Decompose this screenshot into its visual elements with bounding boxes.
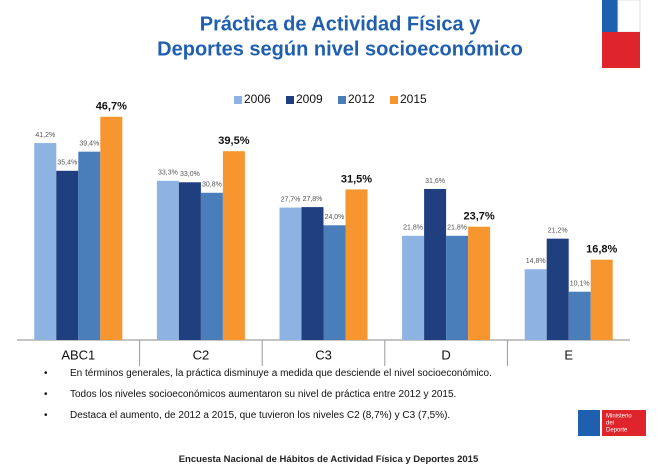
bar — [323, 225, 346, 340]
bar — [402, 235, 425, 340]
bar — [279, 207, 302, 340]
legend-swatch — [390, 96, 398, 104]
bar — [178, 182, 201, 340]
data-label: 21,8% — [403, 225, 423, 232]
note: Todos los niveles socioeconómicos aument… — [44, 389, 584, 400]
data-label: 39,4% — [79, 141, 99, 148]
data-label: 21,8% — [447, 225, 467, 232]
data-label: 14,8% — [526, 258, 546, 265]
bar — [200, 192, 223, 340]
bar — [301, 207, 324, 340]
data-label: 16,8% — [586, 244, 617, 256]
bar — [34, 143, 57, 340]
legend-label: 2006 — [244, 92, 271, 106]
legend-swatch — [338, 96, 346, 104]
data-label: 21,2% — [548, 228, 568, 235]
x-tick-label: E — [564, 347, 573, 362]
bar — [568, 291, 591, 340]
data-label: 23,7% — [463, 211, 494, 223]
note: Destaca el aumento, de 2012 a 2015, que … — [44, 410, 584, 421]
x-tick-label: D — [441, 347, 450, 362]
data-label: 35,4% — [57, 160, 77, 167]
flag-white — [617, 0, 641, 33]
footer: Encuesta Nacional de Hábitos de Activida… — [178, 454, 479, 465]
data-label: 33,3% — [158, 170, 178, 177]
bar — [524, 269, 547, 340]
data-label: 33,0% — [180, 171, 200, 178]
notes: En términos generales, la práctica dismi… — [44, 368, 584, 431]
legend-label: 2015 — [400, 92, 427, 106]
data-label: 27,8% — [303, 196, 323, 203]
data-label: 30,8% — [202, 182, 222, 189]
bar — [222, 151, 245, 340]
bar — [446, 235, 469, 340]
note: En términos generales, la práctica dismi… — [44, 368, 584, 379]
data-label: 24,0% — [325, 214, 345, 221]
data-label: 10,1% — [570, 281, 590, 288]
bar — [156, 180, 179, 340]
title-line: Deportes según nivel socioeconómico — [157, 38, 523, 60]
chart: Práctica de Actividad Física y Deportes … — [17, 0, 641, 366]
logo-text: Ministerio — [606, 414, 632, 420]
flag-blue — [602, 0, 618, 32]
flag-red — [602, 32, 640, 68]
x-tick-label: ABC1 — [61, 347, 95, 362]
logo-art: Ministerio del Deporte — [578, 410, 646, 436]
data-label: 46,7% — [96, 101, 127, 113]
logo: Ministerio del Deporte — [578, 408, 648, 438]
title-line: Práctica de Actividad Física y — [200, 13, 481, 35]
data-label: 31,5% — [341, 173, 372, 185]
legend-label: 2009 — [296, 92, 323, 106]
data-label: 41,2% — [35, 132, 55, 139]
logo-text: Deporte — [606, 428, 628, 434]
bar — [424, 188, 447, 340]
bar — [345, 189, 368, 340]
logo-box — [602, 410, 646, 436]
data-label: 27,7% — [281, 196, 301, 203]
bar — [56, 170, 79, 340]
bar — [590, 259, 613, 340]
bar — [100, 116, 123, 340]
data-label: 31,6% — [425, 178, 445, 185]
logo-mark — [578, 410, 600, 436]
data-label: 39,5% — [218, 135, 249, 147]
x-tick-label: C2 — [193, 347, 210, 362]
legend-label: 2012 — [348, 92, 375, 106]
legend-swatch — [286, 96, 294, 104]
bar — [546, 238, 569, 340]
bar — [78, 151, 101, 340]
logo-text: del — [606, 421, 614, 427]
bar — [468, 226, 491, 340]
legend-swatch — [234, 96, 242, 104]
x-tick-label: C3 — [315, 347, 332, 362]
